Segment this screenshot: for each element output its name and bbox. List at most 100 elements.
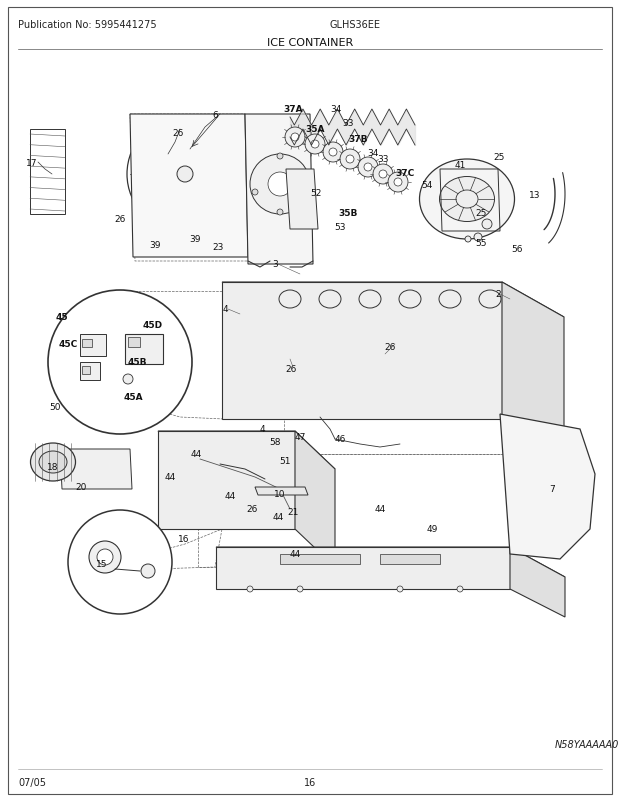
Bar	[80, 363, 100, 380]
Text: 35A: 35A	[305, 125, 325, 134]
Text: 45: 45	[56, 313, 68, 322]
Circle shape	[97, 549, 113, 565]
Polygon shape	[222, 282, 502, 419]
Text: 17: 17	[26, 158, 38, 168]
Ellipse shape	[420, 160, 515, 240]
Circle shape	[373, 164, 393, 184]
Bar	[280, 554, 360, 565]
Text: 39: 39	[149, 241, 161, 249]
Text: 16: 16	[304, 777, 316, 787]
Text: Publication No: 5995441275: Publication No: 5995441275	[18, 20, 157, 30]
Text: 34: 34	[330, 105, 342, 115]
Text: 21: 21	[287, 508, 299, 516]
Text: 26: 26	[384, 343, 396, 352]
Text: 44: 44	[224, 492, 236, 501]
Text: 47: 47	[294, 433, 306, 442]
Text: 53: 53	[334, 223, 346, 233]
Circle shape	[364, 164, 372, 172]
Text: 45A: 45A	[123, 393, 143, 402]
Text: 46: 46	[334, 435, 346, 444]
Bar	[82, 339, 92, 347]
Circle shape	[329, 149, 337, 157]
Circle shape	[323, 143, 343, 163]
Text: 44: 44	[374, 505, 386, 514]
Text: 44: 44	[164, 473, 175, 482]
Polygon shape	[286, 170, 318, 229]
Text: ICE CONTAINER: ICE CONTAINER	[267, 38, 353, 48]
Circle shape	[177, 167, 193, 183]
Text: 7: 7	[549, 485, 555, 494]
Text: 44: 44	[190, 450, 202, 459]
Polygon shape	[500, 415, 595, 559]
Polygon shape	[510, 547, 565, 618]
Polygon shape	[216, 547, 510, 589]
Circle shape	[123, 375, 133, 384]
Polygon shape	[216, 547, 565, 577]
Polygon shape	[255, 488, 308, 496]
Text: 37C: 37C	[396, 168, 415, 177]
Ellipse shape	[440, 177, 495, 222]
Text: 52: 52	[311, 188, 322, 197]
Circle shape	[68, 510, 172, 614]
Circle shape	[394, 179, 402, 187]
Polygon shape	[158, 431, 295, 529]
Text: GLHS36EE: GLHS36EE	[330, 20, 381, 30]
Circle shape	[358, 158, 378, 178]
Circle shape	[250, 155, 310, 215]
Text: 25: 25	[476, 209, 487, 217]
Circle shape	[346, 156, 354, 164]
Text: 50: 50	[49, 403, 61, 412]
Text: 2: 2	[495, 290, 501, 299]
Polygon shape	[222, 282, 564, 318]
Text: 23: 23	[212, 243, 224, 252]
Text: 4: 4	[259, 425, 265, 434]
Text: 26: 26	[172, 128, 184, 137]
Text: 26: 26	[285, 365, 297, 374]
Circle shape	[465, 237, 471, 243]
Circle shape	[48, 290, 192, 435]
Bar	[125, 334, 163, 365]
Circle shape	[482, 220, 492, 229]
Circle shape	[252, 190, 258, 196]
Circle shape	[311, 141, 319, 149]
Polygon shape	[245, 115, 313, 265]
Circle shape	[163, 153, 207, 196]
Text: N58YAAAAA0: N58YAAAAA0	[555, 739, 619, 749]
Circle shape	[302, 190, 308, 196]
Text: 35B: 35B	[339, 209, 358, 217]
Text: 07/05: 07/05	[18, 777, 46, 787]
Bar	[128, 338, 140, 347]
Polygon shape	[130, 115, 248, 257]
Bar	[80, 334, 106, 357]
Circle shape	[277, 210, 283, 216]
Text: 16: 16	[179, 535, 190, 544]
Polygon shape	[295, 431, 335, 567]
Text: 54: 54	[422, 180, 433, 189]
Text: 33: 33	[377, 156, 389, 164]
Circle shape	[388, 172, 408, 192]
Text: 37A: 37A	[283, 105, 303, 115]
Text: 41: 41	[454, 160, 466, 169]
Circle shape	[285, 128, 305, 148]
Circle shape	[268, 172, 292, 196]
Text: 39: 39	[189, 235, 201, 244]
Circle shape	[305, 135, 325, 155]
Text: 6: 6	[212, 111, 218, 119]
Circle shape	[291, 134, 299, 142]
Text: 20: 20	[75, 483, 87, 492]
Text: 33: 33	[342, 119, 354, 128]
Circle shape	[397, 586, 403, 592]
Text: 15: 15	[96, 560, 108, 569]
Text: 58: 58	[269, 438, 281, 447]
Text: 55: 55	[476, 238, 487, 247]
Text: 51: 51	[279, 457, 291, 466]
Text: 13: 13	[529, 190, 541, 199]
Polygon shape	[60, 449, 132, 489]
Circle shape	[127, 117, 243, 233]
Circle shape	[379, 171, 387, 179]
Circle shape	[297, 586, 303, 592]
Text: 45C: 45C	[58, 340, 78, 349]
Polygon shape	[158, 431, 335, 469]
Text: 26: 26	[114, 215, 126, 225]
Ellipse shape	[30, 444, 76, 481]
